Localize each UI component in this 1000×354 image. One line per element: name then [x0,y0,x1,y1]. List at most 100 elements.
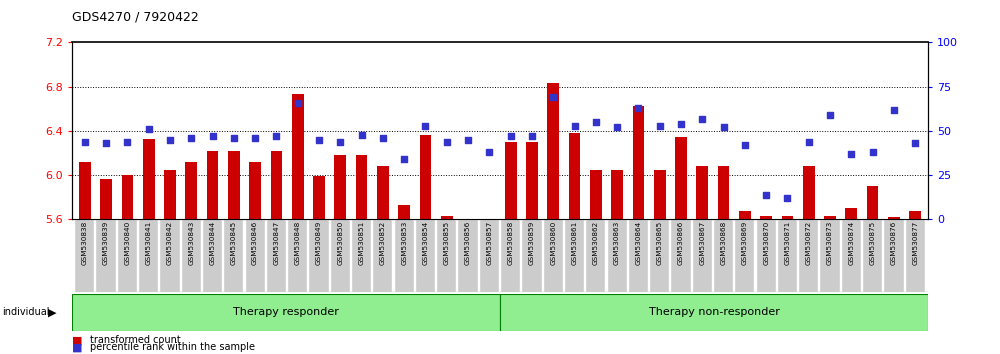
Point [652,123,668,129]
Bar [228,151,240,219]
Point [567,123,583,129]
Bar [608,219,627,292]
Text: GSM530851: GSM530851 [359,221,365,265]
Point [524,133,540,139]
Bar [633,105,644,219]
Point [332,139,348,144]
Point [503,133,519,139]
Bar [629,219,648,292]
Bar [760,216,772,219]
Point [290,100,306,105]
Text: Therapy non-responder: Therapy non-responder [649,307,779,318]
Point [630,105,646,111]
Text: GSM530865: GSM530865 [657,221,663,265]
Bar [803,166,815,219]
Text: GSM530859: GSM530859 [529,221,535,265]
Bar [313,176,325,219]
Bar [757,219,776,292]
Text: GSM530852: GSM530852 [380,221,386,265]
Text: GSM530849: GSM530849 [316,221,322,265]
Text: GDS4270 / 7920422: GDS4270 / 7920422 [72,10,199,23]
Point [460,137,476,143]
Bar [224,219,243,292]
Text: percentile rank within the sample: percentile rank within the sample [90,342,255,352]
Bar [458,219,478,292]
Text: GSM530862: GSM530862 [593,221,599,265]
Text: GSM530841: GSM530841 [146,221,152,265]
Text: GSM530855: GSM530855 [444,221,450,265]
Text: GSM530874: GSM530874 [848,221,854,265]
Text: GSM530840: GSM530840 [124,221,130,265]
Bar [867,186,878,219]
Point [822,112,838,118]
Bar [675,137,687,219]
Text: GSM530857: GSM530857 [486,221,492,265]
Text: GSM530846: GSM530846 [252,221,258,265]
Text: GSM530868: GSM530868 [721,221,727,265]
Point [268,133,284,139]
Bar [203,219,222,292]
Bar [824,216,836,219]
Bar [820,219,840,292]
Text: ▶: ▶ [48,307,56,318]
Text: GSM530842: GSM530842 [167,221,173,265]
Bar [480,219,499,292]
Bar [778,219,797,292]
Bar [522,219,542,292]
Bar [654,170,666,219]
Text: GSM530856: GSM530856 [465,221,471,265]
Point [354,132,370,137]
Bar [547,84,559,219]
Bar [246,219,265,292]
Bar [863,219,882,292]
Point [311,137,327,143]
Bar [331,219,350,292]
Bar [650,219,669,292]
Bar [309,219,329,292]
Bar [718,166,729,219]
Bar [267,219,286,292]
Text: GSM530838: GSM530838 [82,221,88,265]
Bar [416,219,435,292]
Bar [182,219,201,292]
Point [843,151,859,157]
Text: GSM530848: GSM530848 [295,221,301,265]
Bar [288,219,307,292]
Text: ■: ■ [72,335,82,345]
Point [907,141,923,146]
Bar [544,219,563,292]
Bar [611,170,623,219]
Bar [100,178,112,219]
Bar [909,211,921,219]
Bar [437,219,456,292]
Bar [586,219,605,292]
Text: GSM530839: GSM530839 [103,221,109,265]
Bar [122,175,133,219]
Point [183,135,199,141]
Text: GSM530873: GSM530873 [827,221,833,265]
Bar [565,219,584,292]
Point [865,149,881,155]
Point [609,125,625,130]
Point [417,123,433,129]
Bar [373,219,392,292]
Text: GSM530875: GSM530875 [870,221,876,265]
Bar [185,162,197,219]
Bar [782,216,793,219]
Bar [139,219,158,292]
Text: Therapy responder: Therapy responder [233,307,339,318]
Point [98,141,114,146]
Bar [356,155,367,219]
Bar [739,211,751,219]
Text: GSM530876: GSM530876 [891,221,897,265]
Bar [590,170,602,219]
Point [779,195,795,201]
Text: GSM530871: GSM530871 [784,221,790,265]
Bar [160,219,180,292]
Bar [906,219,925,292]
Point [588,119,604,125]
Bar [249,162,261,219]
Text: GSM530877: GSM530877 [912,221,918,265]
Bar [143,139,155,219]
Bar [420,135,431,219]
